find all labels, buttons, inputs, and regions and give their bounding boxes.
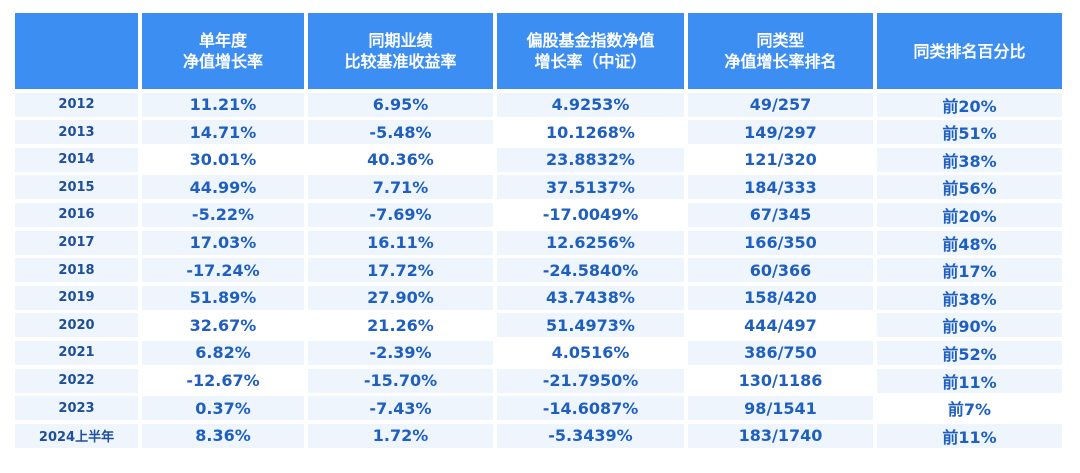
header-index-growth: 偏股基金指数净值 增长率（中证） [497,13,684,89]
header-line: 净值增长率 [182,52,263,71]
cell-rank-percent: 前51% [877,120,1062,145]
cell-rank-percent: 前48% [877,230,1062,255]
cell-index-growth: 51.4973% [497,313,684,338]
cell-index-growth: 12.6256% [497,230,684,255]
cell-benchmark: 6.95% [308,92,493,117]
cell-rank-percent: 前11% [877,368,1062,393]
header-line: 偏股基金指数净值 [526,31,655,50]
cell-year: 2016 [15,202,138,227]
cell-nav-growth: 30.01% [142,147,304,172]
cell-benchmark: 17.72% [308,258,493,283]
header-line: 比较基准收益率 [344,52,457,71]
cell-year: 2012 [15,92,138,117]
header-line: 净值增长率排名 [724,52,837,71]
header-rank: 同类型 净值增长率排名 [688,13,873,89]
cell-benchmark: -7.69% [308,202,493,227]
cell-year: 2018 [15,258,138,283]
cell-rank: 444/497 [688,313,873,338]
header-line: 同类排名百分比 [913,41,1026,61]
cell-nav-growth: 17.03% [142,230,304,255]
cell-benchmark: 27.90% [308,285,493,310]
cell-index-growth: -17.0049% [497,202,684,227]
cell-index-growth: 37.5137% [497,175,684,200]
cell-index-growth: -5.3439% [497,423,684,448]
cell-index-growth: 4.9253% [497,92,684,117]
cell-rank: 386/750 [688,340,873,365]
cell-rank: 67/345 [688,202,873,227]
cell-index-growth: 43.7438% [497,285,684,310]
cell-rank: 121/320 [688,147,873,172]
cell-rank: 184/333 [688,175,873,200]
cell-index-growth: -24.5840% [497,258,684,283]
cell-rank-percent: 前90% [877,313,1062,338]
cell-nav-growth: 14.71% [142,120,304,145]
cell-rank-percent: 前38% [877,147,1062,172]
header-line: 增长率（中证） [534,52,647,71]
cell-year: 2019 [15,285,138,310]
cell-nav-growth: 51.89% [142,285,304,310]
cell-year: 2014 [15,147,138,172]
cell-rank: 98/1541 [688,396,873,421]
cell-nav-growth: 11.21% [142,92,304,117]
cell-index-growth: -14.6087% [497,396,684,421]
cell-rank-percent: 前11% [877,423,1062,448]
cell-index-growth: -21.7950% [497,368,684,393]
cell-year: 2024上半年 [15,423,138,448]
cell-nav-growth: -12.67% [142,368,304,393]
cell-rank: 166/350 [688,230,873,255]
cell-benchmark: -2.39% [308,340,493,365]
cell-nav-growth: -17.24% [142,258,304,283]
cell-benchmark: -15.70% [308,368,493,393]
cell-benchmark: -7.43% [308,396,493,421]
cell-rank: 149/297 [688,120,873,145]
cell-rank: 130/1186 [688,368,873,393]
cell-index-growth: 10.1268% [497,120,684,145]
header-line: 同类型 [756,31,805,50]
cell-index-growth: 4.0516% [497,340,684,365]
header-benchmark: 同期业绩 比较基准收益率 [308,13,493,89]
cell-year: 2020 [15,313,138,338]
cell-year: 2017 [15,230,138,255]
cell-nav-growth: 8.36% [142,423,304,448]
cell-year: 2021 [15,340,138,365]
cell-rank-percent: 前52% [877,340,1062,365]
cell-year: 2015 [15,175,138,200]
cell-benchmark: 1.72% [308,423,493,448]
cell-rank: 60/366 [688,258,873,283]
header-line: 单年度 [198,31,247,50]
cell-rank-percent: 前38% [877,285,1062,310]
header-nav-growth: 单年度 净值增长率 [142,13,304,89]
header-corner [15,13,138,89]
cell-rank-percent: 前17% [877,258,1062,283]
header-line: 同期业绩 [368,31,433,50]
cell-benchmark: 7.71% [308,175,493,200]
cell-rank: 158/420 [688,285,873,310]
cell-rank: 49/257 [688,92,873,117]
header-rank-percent: 同类排名百分比 [877,13,1062,89]
cell-rank-percent: 前20% [877,92,1062,117]
cell-benchmark: 40.36% [308,147,493,172]
cell-rank: 183/1740 [688,423,873,448]
cell-nav-growth: 6.82% [142,340,304,365]
cell-benchmark: -5.48% [308,120,493,145]
performance-table: 单年度 净值增长率 同期业绩 比较基准收益率 偏股基金指数净值 增长率（中证） … [15,13,1062,448]
cell-year: 2023 [15,396,138,421]
cell-nav-growth: 44.99% [142,175,304,200]
cell-index-growth: 23.8832% [497,147,684,172]
cell-rank-percent: 前7% [877,396,1062,421]
cell-year: 2013 [15,120,138,145]
cell-year: 2022 [15,368,138,393]
cell-benchmark: 21.26% [308,313,493,338]
cell-nav-growth: -5.22% [142,202,304,227]
cell-rank-percent: 前20% [877,202,1062,227]
cell-rank-percent: 前56% [877,175,1062,200]
cell-nav-growth: 0.37% [142,396,304,421]
cell-benchmark: 16.11% [308,230,493,255]
cell-nav-growth: 32.67% [142,313,304,338]
